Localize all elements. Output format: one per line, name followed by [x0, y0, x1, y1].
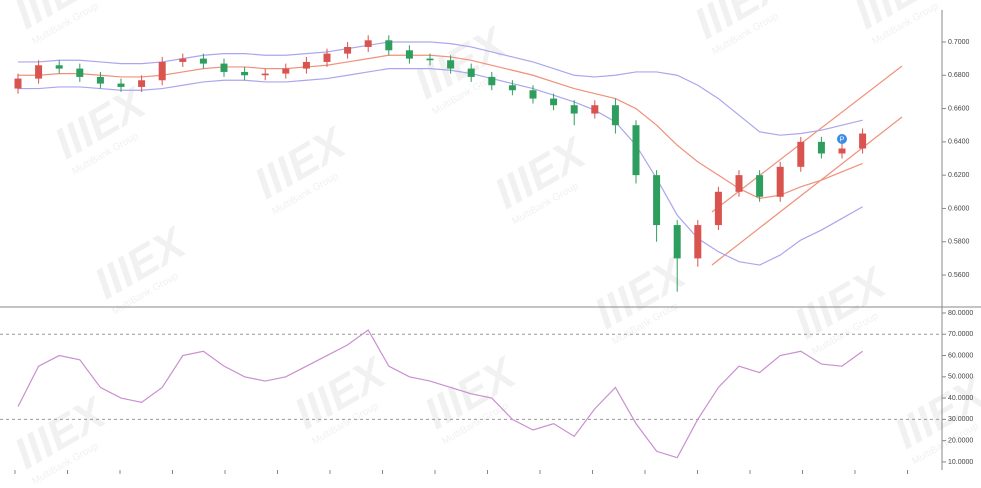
- y-tick-label: 0.5600: [948, 272, 970, 279]
- candle-body: [673, 225, 681, 259]
- candle-body: [838, 148, 846, 154]
- candle-body: [117, 83, 125, 87]
- candle-body: [96, 76, 104, 84]
- y-tick-label: 10.0000: [948, 459, 973, 466]
- candle-body: [859, 133, 867, 149]
- candle-body: [776, 166, 784, 197]
- candle-body: [817, 141, 825, 154]
- candle-body: [508, 85, 516, 91]
- y-tick-label: 0.6400: [948, 139, 970, 146]
- candle-body: [632, 125, 640, 176]
- y-tick-label: 30.0000: [948, 416, 973, 423]
- candle-body: [282, 68, 290, 74]
- candle-body: [488, 76, 496, 86]
- candle-body: [550, 98, 558, 106]
- y-tick-label: 20.0000: [948, 437, 973, 444]
- candle-body: [570, 105, 578, 114]
- candle-body: [55, 65, 63, 69]
- candle-body: [756, 175, 764, 197]
- line-series: [17, 329, 863, 459]
- y-tick-label: 0.5800: [948, 239, 970, 246]
- candle-body: [14, 78, 22, 89]
- candle-body: [591, 105, 599, 114]
- candle-body: [364, 40, 372, 47]
- candle-body: [76, 68, 84, 77]
- line-series: [18, 68, 863, 266]
- candle-body: [138, 80, 146, 87]
- y-tick-label: 70.0000: [948, 331, 973, 338]
- marker-label: P: [840, 136, 845, 143]
- candle-body: [35, 65, 43, 79]
- candle-body: [467, 68, 475, 77]
- y-tick-label: 0.6800: [948, 72, 970, 79]
- candle-body: [797, 141, 805, 167]
- y-tick-label: 0.6600: [948, 105, 970, 112]
- y-tick-label: 0.6200: [948, 172, 970, 179]
- candle-body: [261, 73, 269, 76]
- candle-body: [344, 46, 352, 54]
- candle-body: [302, 61, 310, 69]
- candle-body: [735, 175, 743, 192]
- y-tick-label: 40.0000: [948, 395, 973, 402]
- candle-body: [405, 50, 413, 59]
- candle-body: [241, 71, 249, 76]
- candle-body: [694, 225, 702, 259]
- candle-body: [220, 63, 228, 72]
- y-tick-label: 50.0000: [948, 374, 973, 381]
- candle-body: [179, 58, 187, 62]
- candle-body: [426, 58, 434, 61]
- channel-upper: [711, 65, 903, 213]
- candle-body: [323, 53, 331, 62]
- candle-body: [529, 90, 537, 99]
- y-tick-label: 80.0000: [948, 310, 973, 317]
- candle-body: [447, 60, 455, 69]
- candle-body: [611, 105, 619, 126]
- channel-lower: [711, 116, 903, 266]
- y-tick-label: 0.7000: [948, 39, 970, 46]
- candle-body: [714, 191, 722, 226]
- candle-body: [158, 61, 166, 81]
- candle-body: [385, 40, 393, 51]
- candle-body: [653, 175, 661, 226]
- marker: [837, 134, 847, 144]
- candle-body: [199, 58, 207, 64]
- y-tick-label: 60.0000: [948, 352, 973, 359]
- y-tick-label: 0.6000: [948, 205, 970, 212]
